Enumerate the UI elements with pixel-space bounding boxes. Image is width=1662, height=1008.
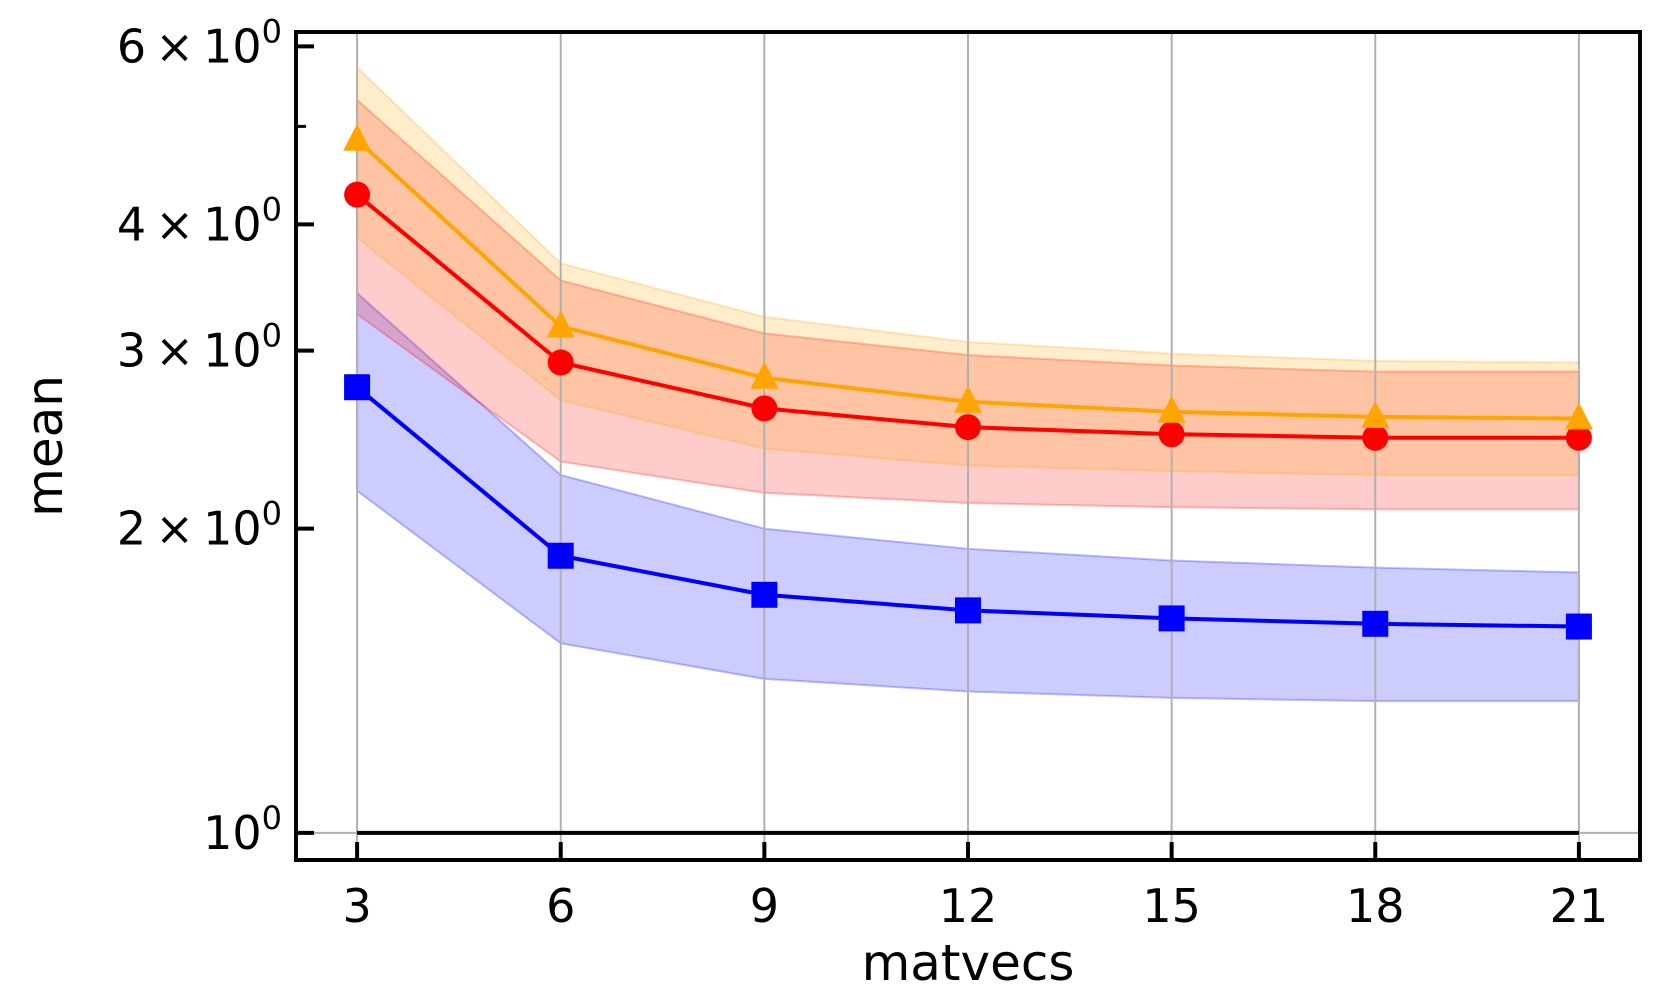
y-tick-label: 2 × 100 <box>117 495 282 556</box>
marker-blue-square <box>1565 613 1592 640</box>
marker-red-circle <box>751 395 778 422</box>
marker-red-circle <box>547 349 574 376</box>
x-tick-label: 9 <box>750 879 779 933</box>
series-markers <box>343 123 1593 640</box>
x-axis: 3 6 9 12 15 18 21 <box>342 842 1608 933</box>
marker-orange-triangle <box>546 310 575 338</box>
marker-blue-square <box>547 542 574 569</box>
y-tick-label: 100 <box>203 799 282 860</box>
x-tick-label: 6 <box>546 879 575 933</box>
marker-blue-square <box>955 597 981 624</box>
y-tick-label: 6 × 100 <box>117 12 282 73</box>
marker-blue-square <box>751 581 778 608</box>
marker-orange-triangle <box>750 361 779 389</box>
marker-orange-triangle <box>1157 395 1186 423</box>
marker-red-circle <box>344 181 371 208</box>
marker-orange-triangle <box>1361 400 1390 428</box>
x-tick-label: 15 <box>1142 879 1201 933</box>
marker-red-circle <box>1565 424 1592 451</box>
marker-blue-square <box>1362 610 1389 637</box>
marker-blue-square <box>344 374 371 401</box>
x-axis-title: matvecs <box>862 934 1075 992</box>
x-tick-label: 21 <box>1550 879 1609 933</box>
x-tick-label: 18 <box>1346 879 1405 933</box>
marker-red-circle <box>955 414 981 441</box>
marker-red-circle <box>1158 421 1185 448</box>
marker-orange-triangle <box>343 123 372 151</box>
marker-orange-triangle <box>1564 402 1593 430</box>
y-tick-label: 3 × 100 <box>117 317 282 378</box>
y-tick-label: 4 × 100 <box>117 190 282 251</box>
x-tick-label: 12 <box>939 879 998 933</box>
marker-red-circle <box>1362 424 1389 451</box>
y-axis-title: mean <box>16 375 74 517</box>
x-tick-label: 3 <box>342 879 371 933</box>
marker-orange-triangle <box>954 385 982 413</box>
y-axis: 100 2 × 100 3 × 100 4 × 100 6 × 100 <box>117 12 314 860</box>
marker-blue-square <box>1158 605 1185 632</box>
